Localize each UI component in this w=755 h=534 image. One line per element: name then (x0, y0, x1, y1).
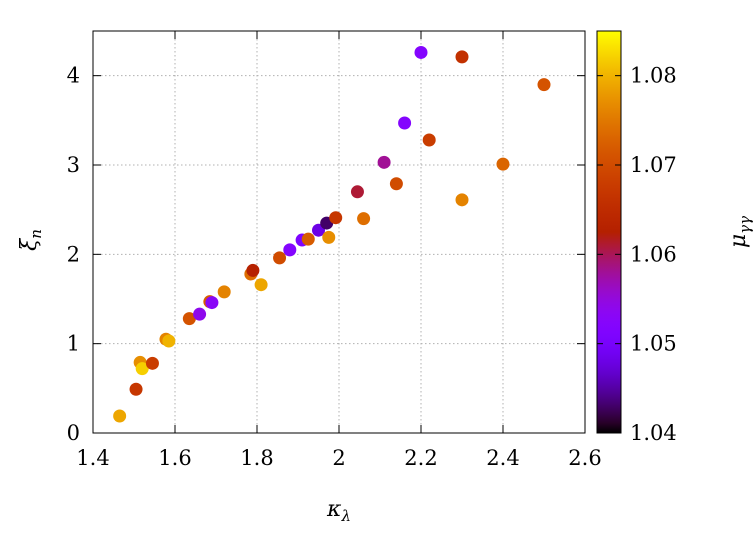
data-point (357, 212, 371, 226)
y-tick-label: 3 (67, 153, 80, 177)
data-point (422, 133, 436, 147)
data-point (537, 78, 551, 92)
colorbar-tick-label: 1.07 (630, 153, 677, 177)
colorbar: 1.04 1.05 1.06 1.07 1.08 (596, 30, 677, 445)
data-point (193, 307, 207, 321)
data-point (301, 232, 315, 246)
data-point (414, 45, 428, 59)
x-tick-label: 1.6 (158, 446, 191, 470)
data-point (322, 230, 336, 244)
x-tick-label: 1.8 (240, 446, 273, 470)
y-tick-label: 1 (67, 332, 80, 356)
data-point (135, 362, 149, 376)
data-point (246, 263, 260, 277)
y-axis-label: ξn (17, 229, 45, 251)
data-point (113, 409, 127, 423)
x-tick-label: 2.6 (568, 446, 601, 470)
y-tick-label: 4 (67, 64, 80, 88)
data-point (496, 157, 510, 171)
data-point (273, 251, 287, 265)
colorbar-tick-label: 1.05 (630, 332, 677, 356)
data-point (254, 278, 268, 292)
colorbar-tick-label: 1.06 (630, 242, 677, 266)
data-point (329, 211, 343, 225)
colorbar-label: μγγ (726, 216, 754, 248)
data-points (113, 45, 551, 423)
data-point (283, 243, 297, 257)
data-point (389, 177, 403, 191)
colorbar-tick-label: 1.08 (630, 64, 677, 88)
colorbar-gradient (596, 30, 622, 434)
x-tick-label: 2.2 (404, 446, 437, 470)
data-point (455, 193, 469, 207)
data-point (455, 50, 469, 64)
data-point (162, 334, 176, 348)
data-point (205, 296, 219, 310)
colorbar-tick-label: 1.04 (630, 421, 677, 445)
data-point (145, 356, 159, 370)
y-tick-label: 2 (67, 242, 80, 266)
axis-ticks: 1.4 1.6 1.8 2 2.2 2.4 2.6 0 1 2 3 4 (67, 31, 602, 470)
data-point (217, 285, 231, 299)
data-point (398, 116, 412, 130)
x-tick-label: 2.4 (486, 446, 519, 470)
x-axis-label: κλ (326, 497, 351, 525)
x-tick-label: 1.4 (76, 446, 109, 470)
y-tick-label: 0 (67, 421, 80, 445)
data-point (182, 312, 196, 326)
grid (93, 31, 585, 433)
data-point (129, 382, 143, 396)
data-point (377, 155, 391, 169)
x-tick-label: 2 (332, 446, 345, 470)
data-point (350, 185, 364, 199)
